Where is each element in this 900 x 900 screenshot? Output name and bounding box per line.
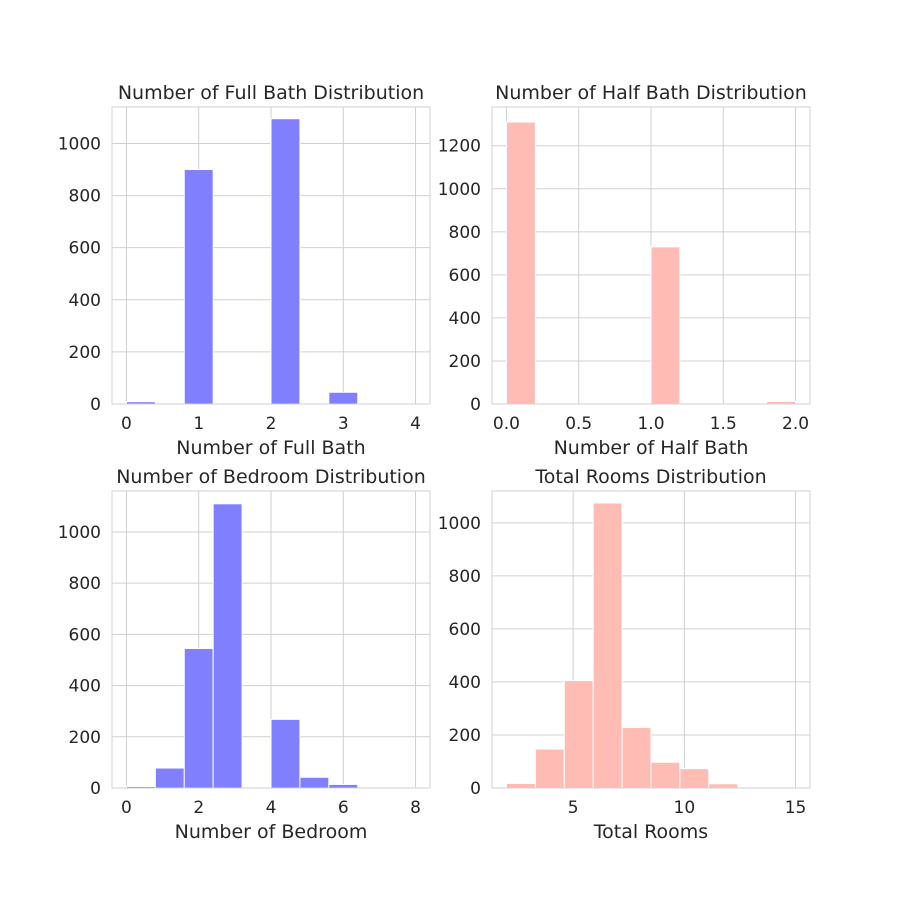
x-tick-label: 0.5: [565, 414, 592, 434]
axes-frame: [111, 490, 431, 789]
x-axis-label: Total Rooms: [593, 821, 708, 843]
histogram-bar: [328, 783, 359, 789]
chart-panel-4: 5 10 15 0 200 400 600 800 1000 Total Rooms Total R…: [438, 466, 811, 843]
histogram-bar: [650, 761, 681, 789]
x-tick-label: 8: [410, 798, 421, 818]
y-tick-label: 400: [69, 677, 101, 697]
y-tick-label: 800: [449, 223, 481, 243]
histogram-bar: [505, 782, 536, 789]
x-tick-label: 0: [121, 798, 132, 818]
chart-panel-2: 0.0 0.5 1.0 1.5 2.0 0 200 400 600 800 1000 1200 Numb…: [438, 82, 811, 459]
axes-frame: [491, 490, 811, 789]
x-tick-label: 2.0: [782, 414, 809, 434]
histogram-bar: [708, 783, 739, 789]
y-tick-label: 200: [69, 343, 101, 363]
histogram-bar: [183, 169, 214, 405]
y-tick-label: 400: [449, 309, 481, 329]
y-tick-label: 0: [470, 779, 481, 799]
y-tick-label: 200: [69, 728, 101, 748]
y-tick-label: 0: [90, 395, 101, 415]
y-tick-label: 400: [69, 291, 101, 311]
y-tick-label: 600: [449, 620, 481, 640]
y-tick-label: 1000: [438, 180, 481, 200]
x-tick-label: 3: [338, 414, 349, 434]
chart-title: Total Rooms Distribution: [534, 466, 766, 488]
y-tick-label: 1000: [58, 134, 101, 154]
x-tick-label: 6: [338, 798, 349, 818]
y-tick-label: 600: [449, 266, 481, 286]
chart-title: Number of Half Bath Distribution: [495, 82, 807, 104]
x-tick-label: 0: [121, 414, 132, 434]
x-axis-label: Number of Full Bath: [176, 437, 365, 459]
histogram-bar: [328, 391, 359, 405]
x-tick-label: 2: [266, 414, 277, 434]
y-tick-label: 1000: [438, 514, 481, 534]
histogram-bar: [534, 748, 565, 789]
histogram-bar: [154, 767, 185, 789]
x-tick-label: 1.5: [710, 414, 737, 434]
chart-title: Number of Full Bath Distribution: [118, 82, 424, 104]
histogram-bar: [621, 727, 652, 789]
y-tick-label: 600: [69, 625, 101, 645]
chart-panel-3: 0 2 4 6 8 0 200 400 600 800 1000 Number of Bedroom N…: [58, 466, 431, 843]
y-tick-label: 800: [69, 187, 101, 207]
x-tick-label: 10: [674, 798, 696, 818]
histogram-bar: [183, 647, 214, 789]
histogram-bar: [563, 680, 594, 789]
y-tick-label: 400: [449, 673, 481, 693]
y-tick-label: 800: [69, 574, 101, 594]
x-tick-label: 0.0: [493, 414, 520, 434]
x-tick-label: 4: [410, 414, 421, 434]
y-tick-label: 1200: [438, 137, 481, 157]
y-tick-label: 600: [69, 239, 101, 259]
histogram-bar: [270, 718, 301, 789]
histogram-bar: [505, 121, 536, 405]
x-tick-label: 15: [785, 798, 807, 818]
y-tick-label: 200: [449, 352, 481, 372]
chart-title: Number of Bedroom Distribution: [116, 466, 426, 488]
x-tick-label: 2: [193, 798, 204, 818]
y-tick-label: 0: [90, 779, 101, 799]
x-tick-label: 1: [193, 414, 204, 434]
x-tick-label: 5: [568, 798, 579, 818]
axes-frame: [491, 106, 811, 405]
x-tick-label: 1.0: [637, 414, 664, 434]
chart-panel-1: 0 1 2 3 4 0 200 400 600 800 1000 Number of Full Bat…: [58, 82, 431, 459]
y-tick-label: 800: [449, 567, 481, 587]
histogram-bar: [270, 118, 301, 405]
histogram-bar: [592, 502, 623, 789]
histogram-bar: [679, 768, 710, 789]
y-tick-label: 200: [449, 726, 481, 746]
x-tick-label: 4: [266, 798, 277, 818]
histogram-bar: [299, 776, 330, 789]
x-axis-label: Number of Half Bath: [554, 437, 749, 459]
axes-frame: [111, 106, 431, 405]
x-axis-label: Number of Bedroom: [175, 821, 368, 843]
y-tick-label: 0: [470, 395, 481, 415]
histogram-bar: [212, 503, 243, 789]
histogram-bar: [650, 246, 681, 405]
y-tick-label: 1000: [58, 523, 101, 543]
